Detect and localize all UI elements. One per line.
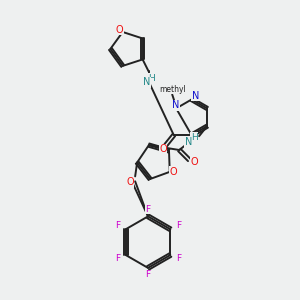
Text: F: F <box>146 270 151 279</box>
Text: O: O <box>170 167 178 177</box>
Text: H: H <box>191 133 198 142</box>
Text: F: F <box>115 221 120 230</box>
Text: O: O <box>126 177 134 187</box>
Text: O: O <box>190 157 198 167</box>
Text: N: N <box>184 137 192 147</box>
Text: N: N <box>143 77 150 87</box>
Text: O: O <box>116 25 124 35</box>
Text: methyl: methyl <box>159 85 186 94</box>
Text: H: H <box>148 74 155 83</box>
Text: F: F <box>176 221 181 230</box>
Text: F: F <box>146 205 151 214</box>
Text: O: O <box>159 144 167 154</box>
Text: N: N <box>192 91 199 100</box>
Text: N: N <box>172 100 180 110</box>
Text: F: F <box>115 254 120 263</box>
Text: F: F <box>176 254 181 263</box>
